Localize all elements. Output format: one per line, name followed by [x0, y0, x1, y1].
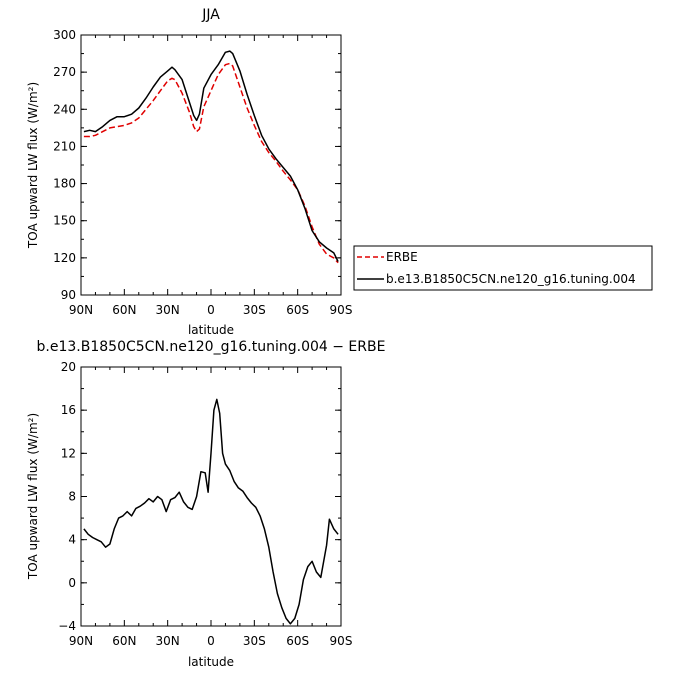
top-plot-legend: ERBE b.e13.B1850C5CN.ne120_g16.tuning.00… [353, 245, 653, 291]
top-x-tick-label: 30S [243, 303, 266, 317]
bottom-x-tick-label: 30N [156, 634, 180, 648]
top-y-tick-label: 150 [53, 214, 76, 228]
top-plot-x-axis-label: latitude [188, 323, 234, 337]
bottom-y-tick-label: 20 [61, 360, 76, 374]
bottom-x-tick-label: 30S [243, 634, 266, 648]
top-y-tick-label: 300 [53, 28, 76, 42]
top-y-tick-label: 210 [53, 139, 76, 153]
top-y-tick-label: 240 [53, 102, 76, 116]
bottom-plot-x-axis-label: latitude [188, 655, 234, 669]
top-series-line-0 [83, 62, 339, 264]
top-x-tick-label: 0 [207, 303, 215, 317]
top-x-tick-label: 60N [112, 303, 136, 317]
top-x-tick-label: 60S [286, 303, 309, 317]
bottom-plot-title: b.e13.B1850C5CN.ne120_g16.tuning.004 − E… [37, 339, 386, 355]
bottom-y-tick-label: 8 [68, 490, 76, 504]
top-y-tick-label: 90 [61, 288, 76, 302]
top-plot: 90N 60N 30N 0 30S 60S 90S 90 120 150 180 210 240 270 3… [53, 28, 352, 317]
top-series-line-1 [83, 50, 339, 262]
bottom-x-tick-label: 60N [112, 634, 136, 648]
top-y-tick-label: 270 [53, 65, 76, 79]
top-y-tick-label: 120 [53, 251, 76, 265]
bottom-x-tick-label: 90N [69, 634, 93, 648]
bottom-x-tick-label: 0 [207, 634, 215, 648]
top-y-tick-label: 180 [53, 177, 76, 191]
bottom-plot-y-axis-label: TOA upward LW flux (W/m²) [26, 413, 40, 580]
legend-label-model: b.e13.B1850C5CN.ne120_g16.tuning.004 [386, 272, 636, 286]
top-x-tick-label: 90S [330, 303, 353, 317]
bottom-x-tick-label: 60S [286, 634, 309, 648]
bottom-x-tick-label: 90S [330, 634, 353, 648]
bottom-y-tick-label: 12 [61, 446, 76, 460]
top-x-tick-label: 30N [156, 303, 180, 317]
top-plot-title: JJA [201, 7, 220, 23]
bottom-plot: 90N 60N 30N 0 30S 60S 90S −4 0 4 8 12 16 20 [58, 360, 352, 648]
top-x-tick-label: 90N [69, 303, 93, 317]
legend-label-erbe: ERBE [386, 250, 418, 264]
legend-box [353, 245, 653, 291]
bottom-series-line-0 [83, 398, 339, 625]
bottom-y-tick-label: 4 [68, 533, 76, 547]
bottom-y-tick-label: 16 [61, 403, 76, 417]
bottom-y-tick-label: −4 [58, 619, 76, 633]
bottom-y-tick-label: 0 [68, 576, 76, 590]
top-plot-y-axis-label: TOA upward LW flux (W/m²) [26, 82, 40, 249]
